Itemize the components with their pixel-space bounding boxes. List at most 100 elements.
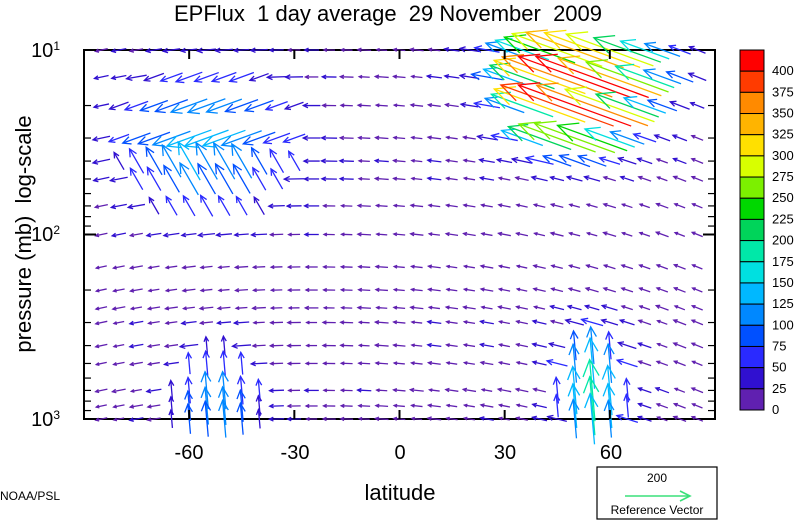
flux-vector [251,343,266,348]
flux-vector [375,232,388,237]
flux-vector [286,287,301,293]
flux-vector [576,154,607,167]
flux-vector [409,231,424,237]
flux-vector [691,264,703,270]
flux-vector [303,203,320,209]
flux-vector [480,203,493,208]
flux-vector [265,74,287,81]
flux-vector [568,203,581,208]
flux-vector [269,288,283,293]
flux-vector [426,360,441,366]
flux-vector [357,135,371,140]
flux-vector [602,264,616,270]
flux-vector [655,403,669,409]
flux-vector [515,231,529,237]
flux-vector [340,305,353,310]
flux-vector [357,403,371,408]
flux-vector [197,162,216,195]
flux-vector [320,135,338,141]
flux-vector [128,48,144,53]
flux-vector [585,231,598,237]
flux-vector [180,320,197,326]
flux-vector [128,265,143,270]
flux-vector [445,176,458,181]
flux-vector [584,59,669,93]
flux-vector [264,100,288,111]
flux-vector [161,143,182,178]
flux-vector [228,71,255,83]
colorbar-label: 325 [772,127,794,142]
flux-vector [672,157,687,165]
flux-vector [357,416,370,421]
flux-vector [480,305,493,310]
flux-vector [602,286,617,293]
flux-vector [563,86,655,123]
flux-vector [637,319,652,326]
x-axis-ticks [188,50,611,419]
flux-vector [673,231,686,237]
flux-vector [151,130,191,147]
flux-vector [321,343,336,348]
flux-vector [602,202,617,209]
flux-vector [524,29,624,69]
flux-vector [392,305,406,310]
flux-vector [268,47,284,53]
flux-vector [164,265,178,270]
colorbar-label: 50 [772,360,786,375]
flux-vector [322,232,335,237]
flux-vector [667,44,691,55]
flux-vector [375,388,388,393]
y-tick-label-1000: 103 [31,408,60,431]
flux-vector [689,101,705,109]
flux-vector [409,203,424,208]
flux-vector [159,72,183,83]
flux-vector [233,232,249,238]
flux-vector [497,203,511,208]
flux-vector [546,414,567,423]
flux-vector [251,265,266,270]
flux-vector [497,343,511,348]
flux-vector [322,287,336,293]
flux-vector [94,388,108,394]
flux-vector [233,264,249,270]
colorbar-swatch [739,176,765,199]
flux-vector [549,319,564,325]
flux-vector [616,341,637,350]
flux-vector [269,305,283,311]
flux-vector [162,361,179,367]
flux-vector [250,146,268,175]
flux-vector [426,135,442,140]
flux-vector [129,288,143,293]
colorbar-swatch [739,197,765,220]
y-axis-label: pressure (mb) log-scale [11,115,36,352]
flux-vector [356,103,371,108]
flux-vector [619,175,635,182]
flux-vector [163,343,179,349]
flux-vector [286,343,301,348]
flux-vector [409,264,423,269]
flux-vector [128,232,143,238]
flux-vector [445,343,458,348]
flux-vector [671,134,688,142]
colorbar-label: 200 [772,233,794,248]
flux-vector [479,264,494,269]
flux-vector [392,176,406,181]
flux-vector [94,288,107,293]
flux-vector [179,161,199,196]
flux-vector [690,319,704,326]
flux-vector [688,45,706,54]
flux-vector [392,388,406,393]
flux-vector [109,203,127,210]
flux-vector [231,342,252,349]
flux-vector [461,135,476,140]
flux-vector [638,203,650,209]
flux-vector [110,388,126,394]
flux-vector [637,387,652,394]
flux-vector [500,54,613,98]
flux-vector [129,166,144,190]
flux-vector [154,99,189,114]
colorbar-swatch [739,388,765,411]
flux-vector [357,176,370,181]
flux-vector [287,150,301,172]
